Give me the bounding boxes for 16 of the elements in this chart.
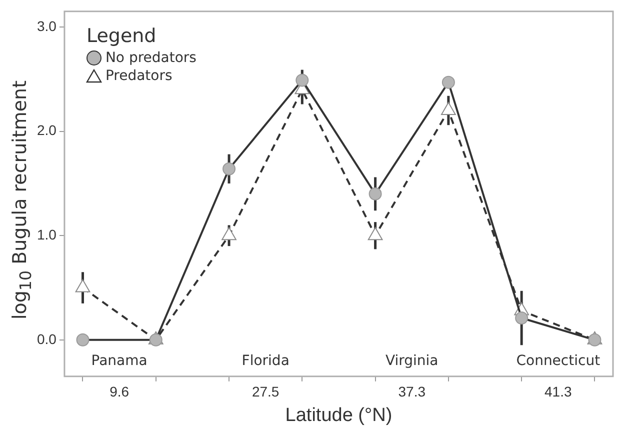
annotation: Connecticut — [516, 353, 601, 370]
x-tick-label: 27.5 — [252, 384, 280, 400]
annotation: Virginia — [385, 353, 438, 370]
x-tick-label: 37.3 — [398, 384, 426, 400]
y-tick-label: 2.0 — [36, 122, 57, 138]
legend-label: No predators — [105, 49, 196, 68]
x-tick-label: 41.3 — [544, 384, 572, 400]
legend-label: Predators — [105, 67, 172, 86]
y-tick-label: 0.0 — [36, 330, 57, 347]
y-tick-label: 1.0 — [36, 226, 57, 242]
annotation: Florida — [242, 353, 290, 370]
x-tick-label: 9.6 — [110, 384, 130, 400]
x-axis-title: Latitude (°N) — [285, 404, 392, 426]
legend-title: Legend — [86, 25, 158, 48]
annotation: Panama — [91, 353, 148, 370]
y-tick-label: 3.0 — [36, 18, 57, 34]
